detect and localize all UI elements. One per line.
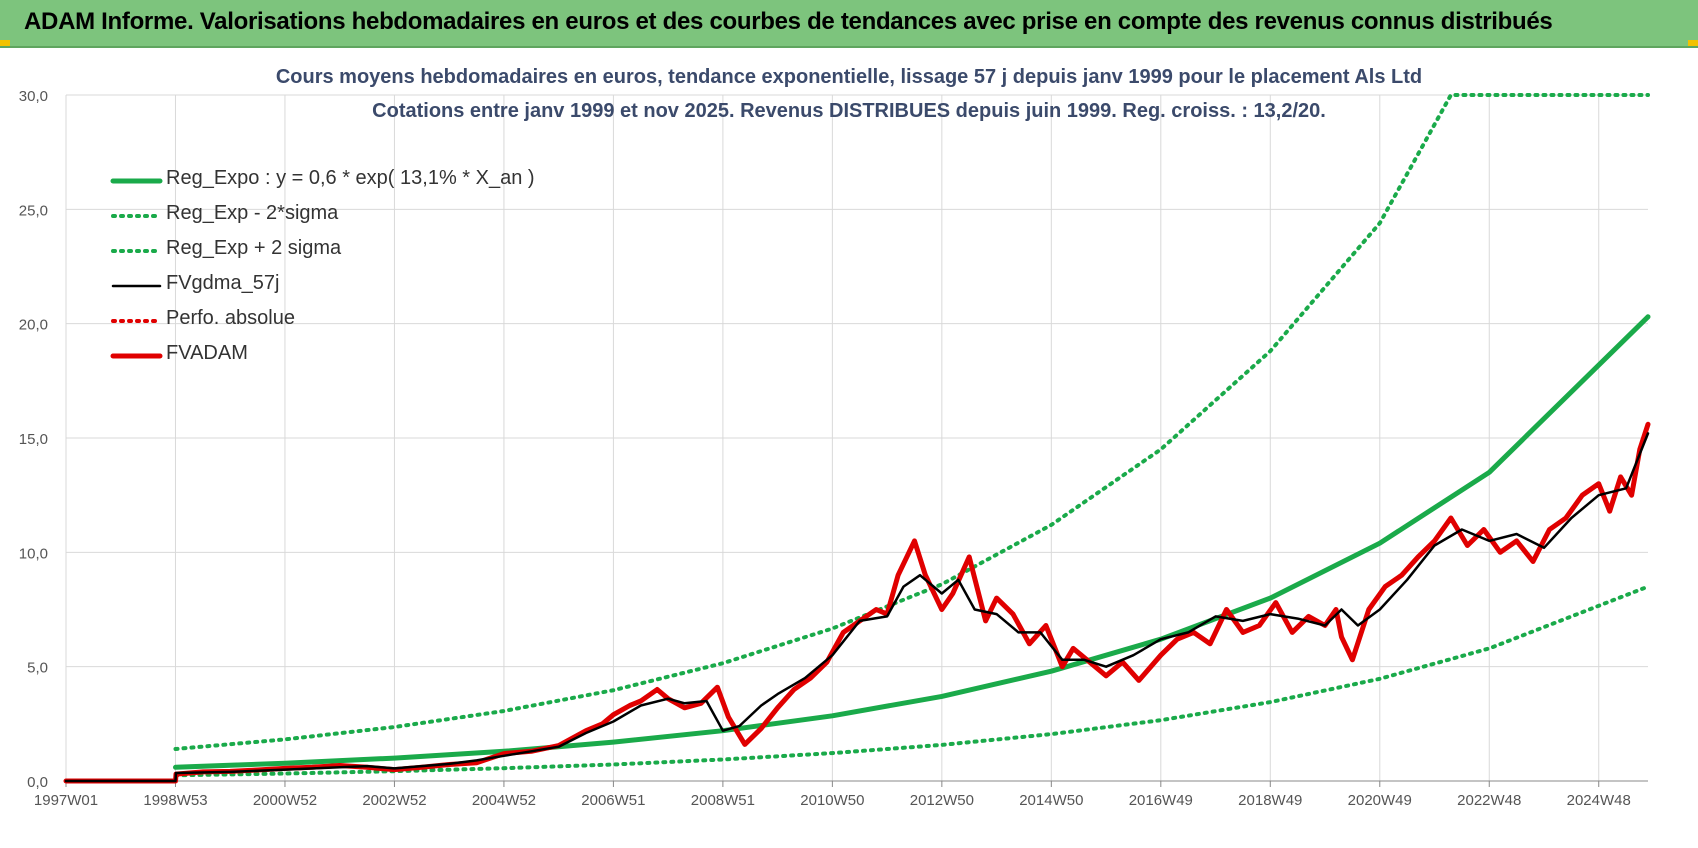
y-tick-label: 5,0 bbox=[27, 660, 48, 677]
legend-swatch bbox=[111, 284, 162, 288]
chart-subtitle: Cotations entre janv 1999 et nov 2025. R… bbox=[372, 100, 1326, 122]
grid-lines bbox=[65, 94, 1648, 782]
y-tick-label: 10,0 bbox=[19, 545, 48, 562]
legend-swatch bbox=[110, 178, 163, 184]
legend-swatch bbox=[111, 249, 162, 253]
header-bar: ADAM Informe. Valorisations hebdomadaire… bbox=[0, 0, 1698, 48]
y-tick-label: 30,0 bbox=[19, 88, 48, 105]
legend-label: Reg_Expo : y = 0,6 * exp( 13,1% * X_an ) bbox=[166, 167, 535, 189]
x-tick-label: 2002W52 bbox=[362, 792, 426, 809]
chart-area: 0,0 5,0 10,0 15,0 20,0 25,0 30,0 1997W01 1998W53… bbox=[0, 48, 1698, 848]
corner-marker-left bbox=[0, 40, 10, 46]
y-tick-label: 20,0 bbox=[19, 317, 48, 334]
legend-swatch bbox=[111, 319, 162, 323]
corner-marker-right bbox=[1688, 40, 1698, 46]
x-tick-label: 1998W53 bbox=[143, 792, 207, 809]
series-line-6 bbox=[63, 421, 1651, 784]
legend-item: Reg_Exp - 2*sigma bbox=[110, 201, 590, 236]
y-tick-label: 15,0 bbox=[19, 431, 48, 448]
legend-swatch bbox=[111, 214, 162, 218]
x-tick-label: 2018W49 bbox=[1238, 792, 1302, 809]
legend-item: Reg_Exp + 2 sigma bbox=[110, 236, 590, 271]
legend-item: Reg_Expo : y = 0,6 * exp( 13,1% * X_an ) bbox=[110, 166, 590, 201]
legend-item: FVADAM bbox=[110, 341, 590, 376]
chart-title: Cours moyens hebdomadaires en euros, ten… bbox=[275, 66, 1423, 88]
x-tick-label: 2010W50 bbox=[800, 792, 864, 809]
y-tick-label: 0,0 bbox=[27, 774, 48, 791]
legend-swatch bbox=[110, 353, 163, 359]
legend-item: FVgdma_57j bbox=[110, 271, 590, 306]
x-tick-label: 2012W50 bbox=[910, 792, 974, 809]
legend-item: Perfo. absolue bbox=[110, 306, 590, 341]
x-tick-label: 2006W51 bbox=[581, 792, 645, 809]
series-group bbox=[63, 93, 1651, 784]
y-tick-label: 25,0 bbox=[19, 202, 48, 219]
x-tick-label: 2020W49 bbox=[1348, 792, 1412, 809]
legend-label: Reg_Exp - 2*sigma bbox=[166, 202, 339, 224]
x-tick-label: 2014W50 bbox=[1019, 792, 1083, 809]
series-line-4 bbox=[64, 432, 1650, 783]
legend-label: FVADAM bbox=[166, 342, 248, 364]
axes: 0,0 5,0 10,0 15,0 20,0 25,0 30,0 1997W01 1998W53… bbox=[19, 88, 1648, 809]
legend-label: FVgdma_57j bbox=[166, 272, 280, 294]
line-chart: 0,0 5,0 10,0 15,0 20,0 25,0 30,0 1997W01 1998W53… bbox=[19, 88, 1651, 809]
x-tick-label: 2000W52 bbox=[253, 792, 317, 809]
page-title: ADAM Informe. Valorisations hebdomadaire… bbox=[24, 8, 1553, 35]
x-tick-label: 2022W48 bbox=[1457, 792, 1521, 809]
x-tick-label: 2024W48 bbox=[1567, 792, 1631, 809]
legend-label: Reg_Exp + 2 sigma bbox=[166, 237, 342, 259]
series-line-2 bbox=[173, 584, 1650, 778]
legend-label: Perfo. absolue bbox=[166, 307, 295, 329]
x-tick-label: 2016W49 bbox=[1129, 792, 1193, 809]
series-line-1 bbox=[173, 314, 1651, 770]
legend: Reg_Expo : y = 0,6 * exp( 13,1% * X_an )… bbox=[110, 166, 590, 376]
x-tick-label: 1997W01 bbox=[34, 792, 98, 809]
x-tick-label: 2008W51 bbox=[691, 792, 755, 809]
x-tick-label: 2004W52 bbox=[472, 792, 536, 809]
